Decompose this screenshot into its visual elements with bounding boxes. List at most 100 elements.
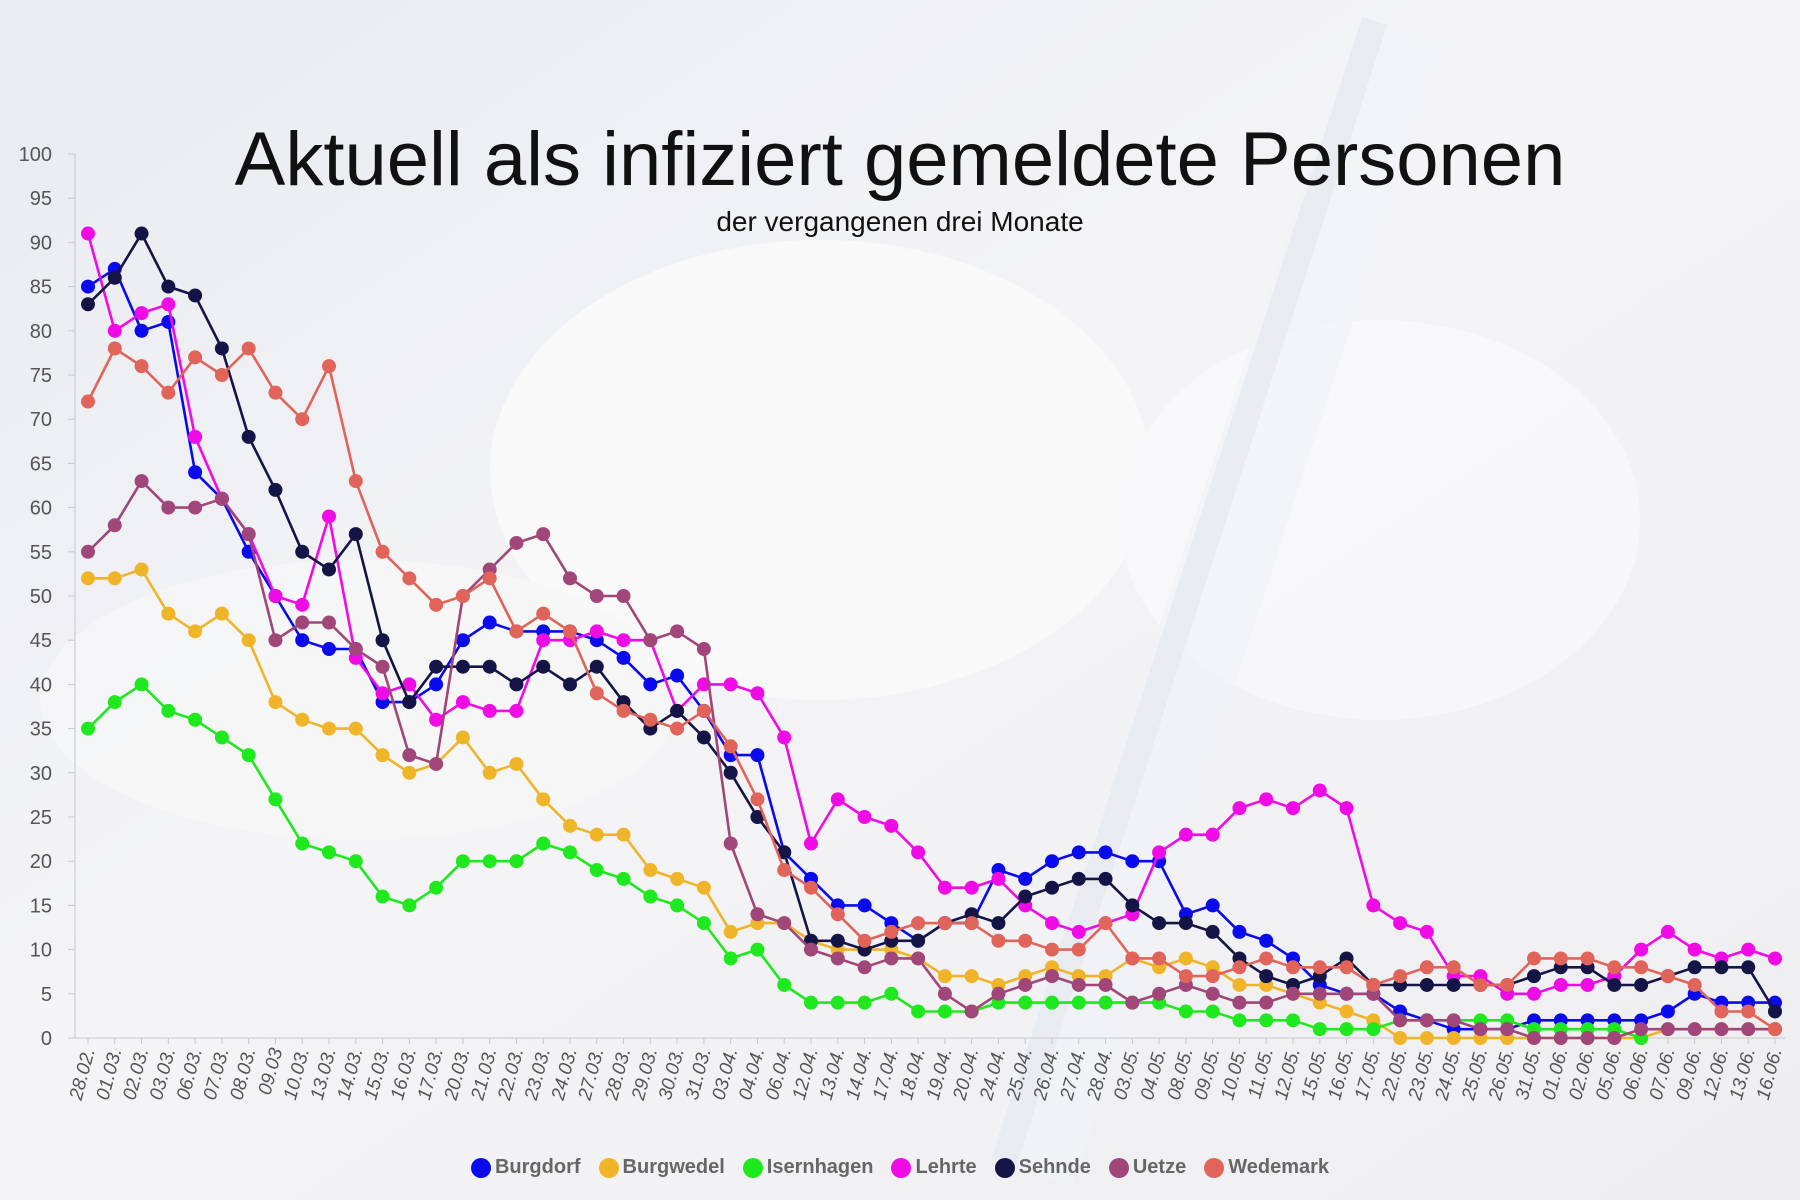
data-point-wedemark <box>536 606 551 621</box>
series-line-uetze <box>87 479 1775 1040</box>
data-point-uetze <box>857 960 872 975</box>
data-point-uetze <box>81 544 95 559</box>
data-point-lehrte <box>991 871 1006 886</box>
data-point-uetze <box>750 907 765 922</box>
legend-item-sehnde[interactable]: Sehnde <box>994 1156 1091 1179</box>
data-point-burgwedel <box>696 880 711 895</box>
legend-marker <box>742 1157 763 1178</box>
data-point-sehnde <box>241 429 256 444</box>
data-point-wedemark <box>295 412 310 427</box>
legend-item-burgwedel[interactable]: Burgwedel <box>598 1156 725 1179</box>
data-point-lehrte <box>295 597 310 612</box>
legend-item-wedemark[interactable]: Wedemark <box>1204 1156 1329 1179</box>
data-point-isernhagen <box>1098 995 1113 1010</box>
data-point-wedemark <box>134 359 149 374</box>
data-point-lehrte <box>482 703 497 718</box>
data-point-wedemark <box>1366 977 1381 992</box>
data-point-burgdorf <box>429 677 444 692</box>
data-point-sehnde <box>1446 977 1461 992</box>
y-tick-label: 0 <box>41 1028 52 1050</box>
series-line-lehrte <box>86 233 1776 996</box>
data-point-wedemark <box>241 341 256 356</box>
data-point-uetze <box>964 1004 979 1019</box>
legend-marker <box>994 1157 1015 1178</box>
data-point-burgwedel <box>1419 1031 1434 1045</box>
data-point-sehnde <box>696 730 711 745</box>
series-layer <box>81 226 1782 1045</box>
data-point-burgdorf <box>134 323 149 338</box>
data-point-uetze <box>1259 995 1274 1010</box>
data-point-wedemark <box>214 368 229 382</box>
data-point-burgwedel <box>322 721 336 736</box>
data-point-burgwedel <box>482 765 497 780</box>
data-point-burgdorf <box>857 898 872 913</box>
data-point-isernhagen <box>723 951 738 966</box>
data-point-uetze <box>348 642 363 657</box>
data-point-lehrte <box>1393 916 1408 931</box>
data-point-lehrte <box>536 633 551 648</box>
data-point-sehnde <box>348 527 363 542</box>
data-point-lehrte <box>1419 924 1434 939</box>
x-axis: 28.02.01.03.02.03.03.03.06.03.07.03.08.0… <box>66 1038 1787 1103</box>
data-point-uetze <box>1393 1013 1408 1028</box>
data-point-lehrte <box>1660 924 1675 939</box>
y-tick-label: 10 <box>30 940 52 962</box>
legend-marker <box>598 1157 619 1178</box>
data-point-wedemark <box>1741 1004 1756 1019</box>
data-point-lehrte <box>1232 801 1247 816</box>
legend-item-lehrte[interactable]: Lehrte <box>891 1156 977 1179</box>
y-tick-label: 80 <box>30 321 52 343</box>
data-point-lehrte <box>589 624 604 639</box>
legend-marker <box>1108 1157 1129 1178</box>
legend-marker <box>1204 1157 1225 1178</box>
data-point-uetze <box>937 986 952 1001</box>
data-point-lehrte <box>107 323 122 338</box>
data-point-sehnde <box>1259 969 1274 984</box>
data-point-sehnde <box>911 933 926 948</box>
data-point-wedemark <box>348 474 363 489</box>
series-lehrte <box>81 226 1782 1001</box>
data-point-sehnde <box>1768 1004 1782 1019</box>
data-point-burgwedel <box>937 969 952 984</box>
data-point-wedemark <box>616 703 631 718</box>
data-point-uetze <box>1473 1022 1488 1037</box>
data-point-burgdorf <box>1071 845 1086 860</box>
data-point-sehnde <box>429 659 444 674</box>
data-point-isernhagen <box>295 836 310 851</box>
data-point-sehnde <box>134 226 149 241</box>
data-point-wedemark <box>322 359 336 374</box>
data-point-isernhagen <box>375 889 390 904</box>
data-point-sehnde <box>1741 960 1756 975</box>
y-tick-label: 15 <box>30 895 52 917</box>
chart-title: Aktuell als infiziert gemeldete Personen <box>234 117 1566 202</box>
data-point-isernhagen <box>1366 1022 1381 1037</box>
legend-item-burgdorf[interactable]: Burgdorf <box>470 1156 581 1179</box>
data-point-burgdorf <box>482 615 497 630</box>
legend-item-isernhagen[interactable]: Isernhagen <box>742 1156 873 1179</box>
data-point-burgdorf <box>1045 854 1059 869</box>
data-point-lehrte <box>777 730 792 745</box>
data-point-lehrte <box>1178 827 1193 842</box>
data-point-uetze <box>1125 995 1140 1010</box>
data-point-burgdorf <box>750 748 765 763</box>
data-point-burgwedel <box>723 924 738 939</box>
data-point-lehrte <box>161 297 176 312</box>
data-point-uetze <box>911 951 926 966</box>
data-point-burgdorf <box>1125 854 1140 869</box>
data-point-uetze <box>1205 986 1220 1001</box>
data-point-burgwedel <box>81 571 95 586</box>
data-point-wedemark <box>1045 942 1059 957</box>
data-point-lehrte <box>455 695 470 710</box>
data-point-wedemark <box>991 933 1006 948</box>
data-point-wedemark <box>1259 951 1274 966</box>
data-point-uetze <box>643 633 658 648</box>
data-point-sehnde <box>482 659 497 674</box>
legend-item-uetze[interactable]: Uetze <box>1108 1156 1186 1179</box>
data-point-lehrte <box>616 633 631 648</box>
data-point-sehnde <box>1071 871 1086 886</box>
data-point-lehrte <box>911 845 926 860</box>
data-point-uetze <box>1045 969 1059 984</box>
data-point-wedemark <box>1339 960 1354 975</box>
